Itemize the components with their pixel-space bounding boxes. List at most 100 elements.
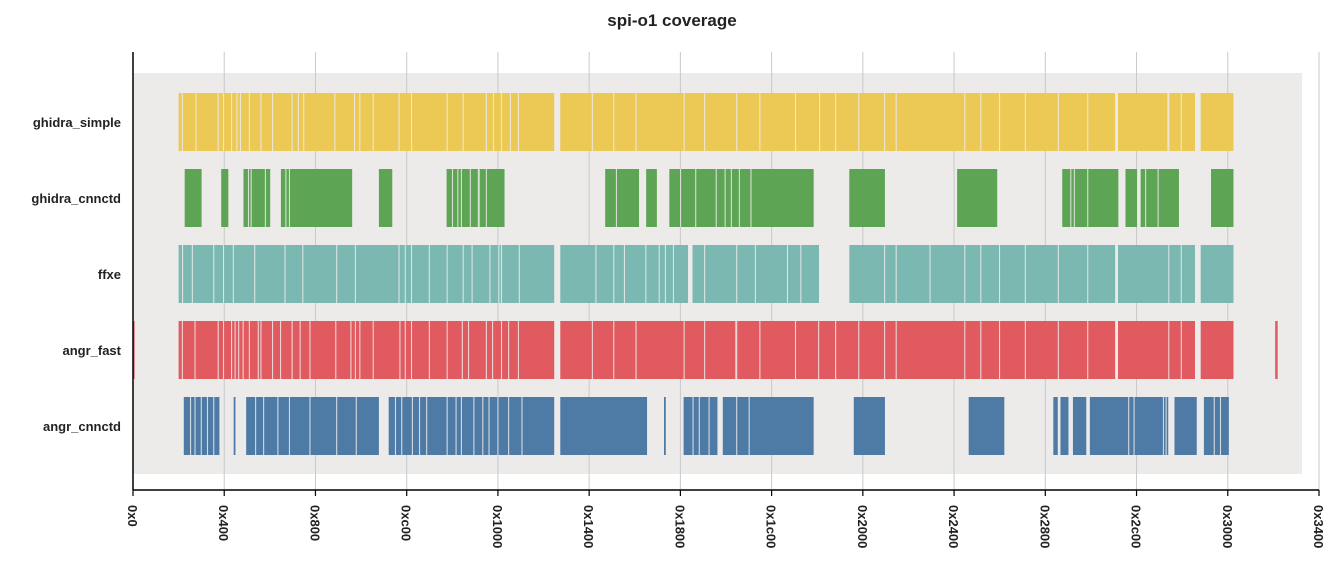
coverage-gap: [372, 321, 374, 379]
coverage-gap: [1024, 93, 1026, 151]
coverage-range: [1053, 397, 1058, 455]
coverage-gap: [336, 397, 338, 455]
coverage-gap: [460, 169, 462, 227]
series-ffxe: [178, 245, 1234, 303]
coverage-gap: [492, 93, 495, 151]
coverage-range: [722, 397, 814, 455]
coverage-gap: [309, 397, 311, 455]
coverage-gap: [759, 321, 761, 379]
coverage-gap: [194, 397, 196, 455]
coverage-gap: [181, 93, 183, 151]
coverage-gap: [195, 93, 197, 151]
coverage-range: [178, 321, 555, 379]
coverage-gap: [672, 245, 675, 303]
series-ghidra_simple: [178, 93, 1234, 151]
coverage-gap: [234, 321, 236, 379]
coverage-gap: [353, 93, 356, 151]
coverage-gap: [698, 397, 700, 455]
coverage-gap: [748, 397, 750, 455]
coverage-gap: [446, 321, 448, 379]
coverage-gap: [884, 321, 886, 379]
coverage-gap: [485, 93, 487, 151]
coverage-range: [243, 169, 271, 227]
coverage-range: [1125, 169, 1138, 227]
coverage-gap: [200, 397, 202, 455]
coverage-gap: [1128, 397, 1130, 455]
coverage-range: [560, 397, 648, 455]
coverage-gap: [664, 245, 666, 303]
coverage-gap: [260, 321, 262, 379]
coverage-gap: [335, 321, 337, 379]
coverage-gap: [182, 245, 184, 303]
coverage-gap: [1087, 321, 1089, 379]
coverage-gap: [509, 93, 511, 151]
coverage-gap: [818, 321, 820, 379]
coverage-gap: [404, 321, 406, 379]
coverage-gap: [461, 321, 463, 379]
coverage-range: [849, 245, 1116, 303]
coverage-gap: [736, 93, 738, 151]
coverage-gap: [1157, 169, 1159, 227]
coverage-gap: [998, 321, 1001, 379]
coverage-gap: [398, 93, 400, 151]
coverage-gap: [285, 169, 287, 227]
coverage-gap: [462, 93, 464, 151]
coverage-gap: [1165, 397, 1167, 455]
coverage-gap: [231, 93, 233, 151]
coverage-gap: [260, 93, 262, 151]
coverage-gap: [485, 321, 487, 379]
x-tick-label: 0x400: [216, 505, 231, 541]
x-axis-ticks: 0x0 0x400 0x800 0xc00 0x1000 0x1400 0x1800 0x1c…: [125, 490, 1326, 548]
coverage-gap: [1087, 93, 1089, 151]
x-tick-label: 0x1000: [490, 505, 505, 548]
coverage-range: [646, 169, 657, 227]
coverage-gap: [217, 93, 219, 151]
coverage-gap: [263, 397, 265, 455]
coverage-gap: [467, 321, 470, 379]
coverage-gap: [1180, 245, 1182, 303]
coverage-gap: [645, 245, 647, 303]
coverage-gap: [1167, 93, 1169, 151]
coverage-gap: [446, 245, 448, 303]
coverage-gap: [754, 245, 756, 303]
coverage-gap: [736, 397, 738, 455]
coverage-gap: [759, 93, 761, 151]
x-tick-label: 0xc00: [399, 505, 414, 541]
coverage-gap: [1057, 93, 1059, 151]
coverage-gap: [485, 169, 487, 227]
coverage-gap: [680, 169, 682, 227]
coverage-range: [1200, 93, 1234, 151]
coverage-gap: [473, 397, 475, 455]
coverage-range: [133, 321, 135, 379]
coverage-gap: [191, 245, 193, 303]
coverage-gap: [521, 397, 523, 455]
coverage-range: [178, 245, 555, 303]
coverage-gap: [1087, 169, 1089, 227]
coverage-range: [683, 397, 718, 455]
coverage-gap: [426, 397, 428, 455]
coverage-gap: [497, 397, 499, 455]
coverage-gap: [508, 321, 510, 379]
coverage-gap: [895, 93, 897, 151]
coverage-gap: [359, 93, 361, 151]
x-tick-label: 0x0: [125, 505, 140, 527]
coverage-gap: [819, 93, 821, 151]
coverage-gap: [635, 93, 637, 151]
coverage-gap: [194, 321, 196, 379]
coverage-gap: [354, 245, 356, 303]
coverage-gap: [1219, 397, 1222, 455]
coverage-gap: [1213, 397, 1215, 455]
series-group: [133, 93, 1278, 455]
coverage-gap: [1145, 169, 1147, 227]
coverage-gap: [1057, 321, 1059, 379]
coverage-range: [446, 169, 505, 227]
coverage-range: [663, 397, 666, 455]
coverage-range: [560, 321, 1116, 379]
coverage-gap: [213, 397, 215, 455]
coverage-gap: [238, 321, 240, 379]
coverage-gap: [309, 321, 311, 379]
coverage-gap: [800, 245, 802, 303]
coverage-gap: [213, 245, 215, 303]
coverage-gap: [291, 321, 293, 379]
